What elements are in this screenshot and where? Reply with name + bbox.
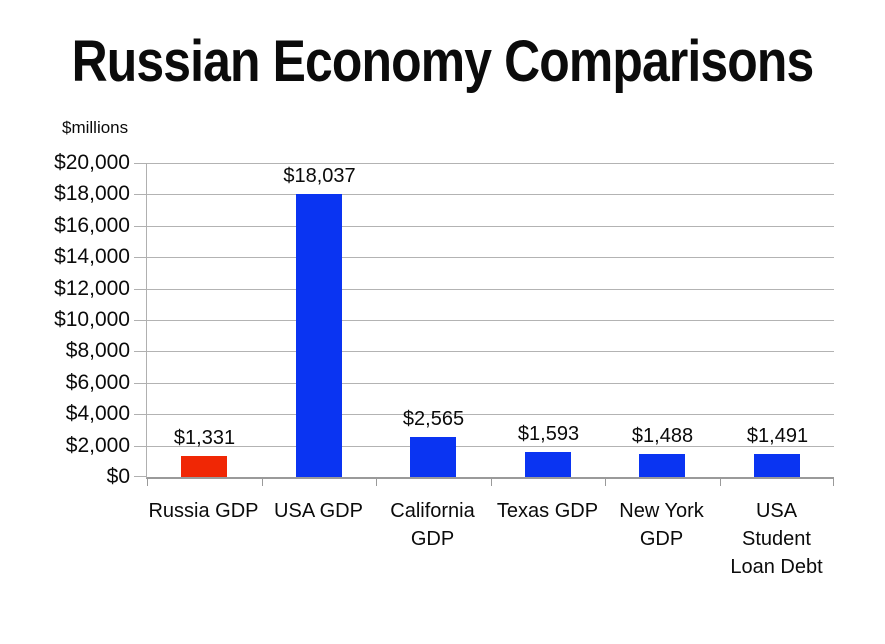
x-axis-tick: [262, 479, 263, 486]
gridline: [147, 257, 834, 259]
y-tick-label-4-000: $4,000: [65, 402, 130, 426]
x-category-label-line: Texas GDP: [496, 500, 599, 522]
y-axis-tick: [134, 194, 147, 196]
y-axis-tick: [134, 445, 147, 447]
x-category-label-line: USA GDP: [274, 500, 363, 522]
x-category-label-line: Loan Debt: [730, 556, 823, 578]
y-tick-label-6-000: $6,000: [65, 370, 130, 394]
x-axis-tick: [147, 479, 148, 486]
y-axis-tick: [134, 382, 147, 384]
y-axis-tick: [134, 476, 147, 477]
y-tick-label-0: $0: [106, 465, 130, 488]
x-category-label-line: GDP: [410, 528, 455, 550]
bar-new-york-gdp: [639, 454, 685, 477]
x-axis-tick: [491, 479, 492, 486]
bar-value-label-texas-gdp: $1,593: [517, 423, 580, 445]
y-axis-tick: [134, 257, 147, 259]
gridline: [147, 351, 834, 353]
x-category-label-texas-gdp: Texas GDP: [490, 497, 605, 525]
x-category-label-california-gdp: California GDP: [375, 497, 490, 553]
bar-russia-gdp: [181, 456, 227, 477]
y-axis-tick: [134, 351, 147, 353]
y-axis-tick: [134, 414, 147, 416]
y-tick-label-10-000: $10,000: [54, 308, 130, 331]
y-tick-label-2-000: $2,000: [65, 433, 130, 457]
bar-california-gdp: [410, 437, 456, 477]
x-category-label-line: Russia GDP: [148, 500, 259, 522]
x-axis-tick: [833, 479, 834, 486]
y-axis-tick: [134, 320, 147, 321]
y-axis-units-label: $millions: [62, 118, 129, 137]
x-category-label-line: California: [390, 500, 475, 522]
x-category-label-line: USA: [755, 500, 798, 522]
y-tick-label-14-000: $14,000: [54, 245, 130, 269]
bar-usa-gdp: [296, 194, 342, 477]
x-category-label-usa-gdp: USA GDP: [261, 497, 376, 525]
y-axis-tick: [134, 288, 147, 290]
y-tick-label-18-000: $18,000: [54, 182, 130, 206]
x-category-label-new-york-gdp: New York GDP: [604, 497, 719, 553]
gridline: [147, 194, 834, 196]
y-axis-tick-labels: $20,000 $18,000 $16,000 $14,000 $12,000 $10,0…: [0, 0, 130, 644]
bar-value-label-california-gdp: $2,565: [402, 408, 465, 430]
gridline: [147, 288, 834, 290]
gridline: [147, 382, 834, 384]
gridline: [147, 225, 834, 227]
x-category-label-usa-student-loan-debt: USA Student Loan Debt: [719, 497, 834, 581]
plot-area: $1,331 $18,037 $2,565 $1,593 $1,488 $1,491: [134, 163, 834, 486]
bar-value-label-usa-student-loan-debt: $1,491: [746, 425, 809, 447]
gridline: [147, 414, 834, 416]
bar-value-label-usa-gdp: $18,037: [283, 165, 356, 187]
x-category-label-line: New York: [619, 500, 704, 522]
x-axis-tick: [720, 479, 721, 486]
gridline: [147, 320, 834, 321]
gridline: [147, 445, 834, 447]
gridline: [147, 163, 834, 164]
x-axis-tick: [605, 479, 606, 486]
x-category-label-russia-gdp: Russia GDP: [146, 497, 261, 525]
y-axis-tick: [134, 163, 147, 164]
chart-title: Russian Economy Comparisons: [71, 29, 815, 94]
bar-value-label-russia-gdp: $1,331: [173, 427, 236, 449]
y-tick-label-8-000: $8,000: [65, 339, 130, 363]
bar-value-label-new-york-gdp: $1,488: [631, 425, 694, 447]
x-category-label-line: GDP: [639, 528, 684, 550]
y-tick-label-12-000: $12,000: [54, 276, 130, 300]
y-axis-tick: [134, 225, 147, 227]
bar-usa-student-loan-debt: [754, 454, 800, 477]
x-category-label-line: Student: [742, 528, 811, 550]
y-tick-label-20-000: $20,000: [54, 151, 130, 174]
y-tick-label-16-000: $16,000: [54, 213, 130, 237]
bar-texas-gdp: [525, 452, 571, 477]
x-axis-tick: [376, 479, 377, 486]
